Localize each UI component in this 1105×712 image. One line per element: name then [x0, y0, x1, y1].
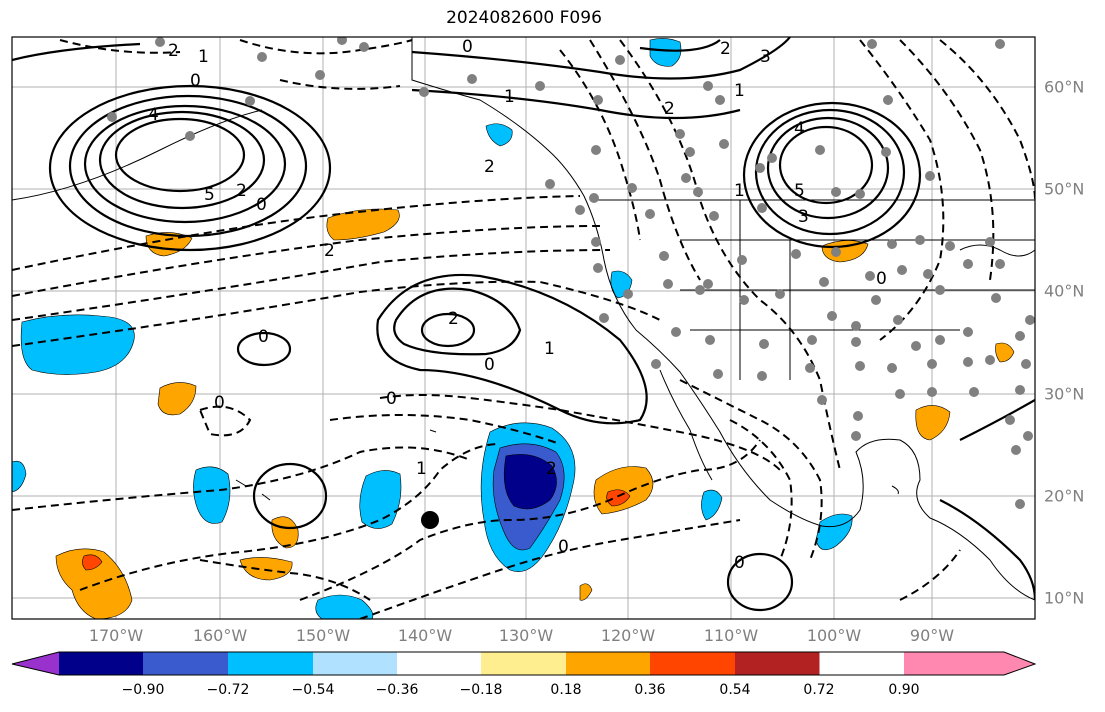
colorbar-tick: −0.36: [375, 682, 419, 698]
storm-center-marker: [421, 511, 439, 529]
contour-label: 0: [484, 355, 495, 375]
map-title: 2024082600 F096: [446, 8, 602, 28]
orange-region-6: [239, 557, 293, 581]
colorbar-tick: 0.54: [719, 682, 751, 698]
colorbar-tick: −0.90: [121, 682, 165, 698]
contour-label: 4: [148, 105, 159, 125]
red-region-1: [82, 554, 103, 571]
coastlines: [12, 37, 1035, 601]
contour-label: 0: [258, 327, 269, 347]
lon-label: 110°W: [703, 626, 759, 645]
anomaly-fill: [12, 38, 1015, 619]
blue-region-west: [20, 314, 135, 375]
lat-label: 60°N: [1044, 77, 1085, 97]
contour-label: 0: [386, 389, 397, 409]
lat-label: 20°N: [1044, 486, 1085, 506]
lon-label: 100°W: [806, 626, 862, 645]
blue-dark-central: [503, 454, 557, 510]
contour-label: 1: [198, 47, 209, 67]
lat-label: 50°N: [1044, 179, 1085, 199]
station-points: [107, 37, 1035, 509]
contour-label: 0: [214, 393, 225, 413]
contour-label: 0: [190, 71, 201, 91]
contour-label: 3: [760, 47, 771, 67]
colorbar-tick: −0.54: [291, 682, 335, 698]
colorbar-tick: 0.18: [550, 682, 582, 698]
contour-label: 2: [448, 309, 459, 329]
contour-label: 0: [734, 553, 745, 573]
lon-label: 90°W: [909, 626, 955, 645]
contour-label: 4: [794, 119, 805, 139]
contour-label: 2: [546, 459, 557, 479]
contour-label: 2: [484, 157, 495, 177]
colorbar-tick: −0.72: [206, 682, 250, 698]
dashed-contours: [12, 39, 1035, 619]
contour-label: 2: [236, 181, 247, 201]
lon-label: 140°W: [397, 626, 453, 645]
contour-label: 2: [720, 39, 731, 59]
contour-label: 1: [734, 181, 745, 201]
lon-label: 120°W: [600, 626, 656, 645]
contour-label: 3: [798, 207, 809, 227]
lon-label: 170°W: [88, 626, 144, 645]
contour-label: 2: [168, 41, 179, 61]
lat-label: 30°N: [1044, 384, 1085, 404]
blue-region-8: [815, 513, 853, 551]
lat-label: 40°N: [1044, 281, 1085, 301]
contour-label: 5: [204, 185, 215, 205]
orange-region-1: [326, 208, 400, 241]
lat-label: 10°N: [1044, 588, 1085, 608]
contour-label: 0: [558, 537, 569, 557]
blue-region-4: [315, 594, 374, 619]
blue-region-5: [12, 460, 27, 493]
lon-label: 130°W: [498, 626, 554, 645]
map-frame: [11, 36, 1036, 620]
contour-label: 2: [324, 241, 335, 261]
contour-label: 2: [664, 99, 675, 119]
contour-label: 0: [876, 269, 887, 289]
contour-label: 1: [504, 87, 515, 107]
colorbar-tick: 0.72: [803, 682, 835, 698]
contour-label: 5: [794, 181, 805, 201]
blue-region-2: [359, 470, 402, 529]
colorbar-tick: 0.90: [888, 682, 920, 698]
contour-labels: 2 1 0 4 5 2 0 2 1 2 0 2 1 2 4 3 1 0 2 1 …: [148, 37, 887, 573]
solid-contours: [12, 37, 1035, 612]
orange-region-8: [915, 405, 951, 441]
orange-region-10: [995, 342, 1015, 363]
contour-label: 0: [256, 195, 267, 215]
contour-label: 1: [416, 459, 427, 479]
orange-region-3: [157, 382, 197, 416]
contour-label: 1: [734, 81, 745, 101]
colorbar-tick: −0.18: [459, 682, 503, 698]
colorbar-tick: 0.36: [634, 682, 666, 698]
blue-region-9: [701, 489, 723, 521]
blue-region-3: [193, 466, 231, 524]
lon-label: 150°W: [295, 626, 351, 645]
orange-region-11: [579, 583, 593, 601]
blue-region-10: [485, 123, 513, 147]
lon-label: 160°W: [192, 626, 248, 645]
contour-label: 0: [462, 37, 473, 57]
blue-region-6: [649, 38, 682, 67]
contour-label: 1: [544, 339, 555, 359]
